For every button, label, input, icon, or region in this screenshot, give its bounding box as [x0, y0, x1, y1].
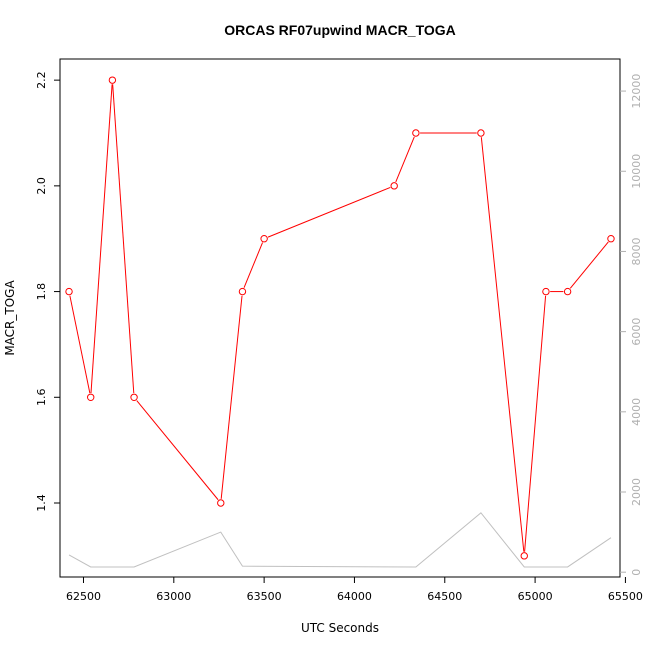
- data-point: [607, 235, 615, 243]
- series-segment: [220, 295, 243, 499]
- series-segment: [69, 295, 91, 394]
- data-point: [390, 182, 398, 190]
- x-axis-label: UTC Seconds: [301, 621, 379, 635]
- plot-frame: [59, 58, 621, 578]
- x-tick-label: 65500: [608, 590, 643, 603]
- y2-tick-label: 10000: [630, 154, 643, 189]
- y2-tick-label: 0: [630, 569, 643, 576]
- y-tick-label: 2.2: [35, 71, 48, 89]
- data-point: [412, 129, 420, 137]
- y2-tick-label: 12000: [630, 74, 643, 109]
- y-axis-label: MACR_TOGA: [3, 280, 17, 356]
- x-axis: 62500 63000 63500 64000 64500 65000 65500: [66, 577, 643, 603]
- y-axis-right: 0 2000 4000 6000 8000 10000 12000: [620, 74, 643, 576]
- x-tick-label: 64000: [337, 590, 372, 603]
- x-tick-label: 65000: [518, 590, 553, 603]
- y2-tick-label: 6000: [630, 318, 643, 346]
- y2-tick-label: 8000: [630, 237, 643, 265]
- x-tick-label: 63000: [156, 590, 191, 603]
- series-segment: [569, 241, 609, 289]
- data-point: [542, 287, 550, 296]
- series-segment: [267, 186, 391, 238]
- chart-title: ORCAS RF07upwind MACR_TOGA: [224, 22, 456, 38]
- data-point: [108, 76, 117, 84]
- data-point: [87, 393, 95, 401]
- y-tick-label: 2.0: [35, 177, 48, 195]
- series-segment: [136, 400, 219, 501]
- data-point: [238, 287, 247, 296]
- y-tick-label: 1.8: [35, 283, 48, 301]
- data-point: [65, 287, 73, 296]
- series-segment: [524, 295, 547, 552]
- data-point: [260, 235, 268, 243]
- data-point: [563, 287, 572, 296]
- x-tick-label: 64500: [427, 590, 462, 603]
- y2-tick-label: 2000: [630, 478, 643, 506]
- x-tick-label: 62500: [66, 590, 101, 603]
- series-segment: [480, 137, 525, 552]
- series-line-right: [68, 512, 612, 568]
- series-segment: [112, 84, 135, 394]
- data-point: [130, 393, 138, 401]
- series-segment: [90, 84, 113, 394]
- data-point: [217, 499, 225, 507]
- y-tick-label: 1.6: [35, 389, 48, 407]
- y-axis-left: 1.4 1.6 1.8 2.0 2.2: [35, 71, 60, 512]
- series-segment: [395, 136, 415, 183]
- data-point: [520, 552, 528, 560]
- data-point: [477, 129, 485, 137]
- series-segment: [243, 242, 263, 288]
- x-tick-label: 63500: [247, 590, 282, 603]
- y-tick-label: 1.4: [35, 494, 48, 512]
- series-layer: [65, 76, 615, 568]
- y2-tick-label: 4000: [630, 398, 643, 426]
